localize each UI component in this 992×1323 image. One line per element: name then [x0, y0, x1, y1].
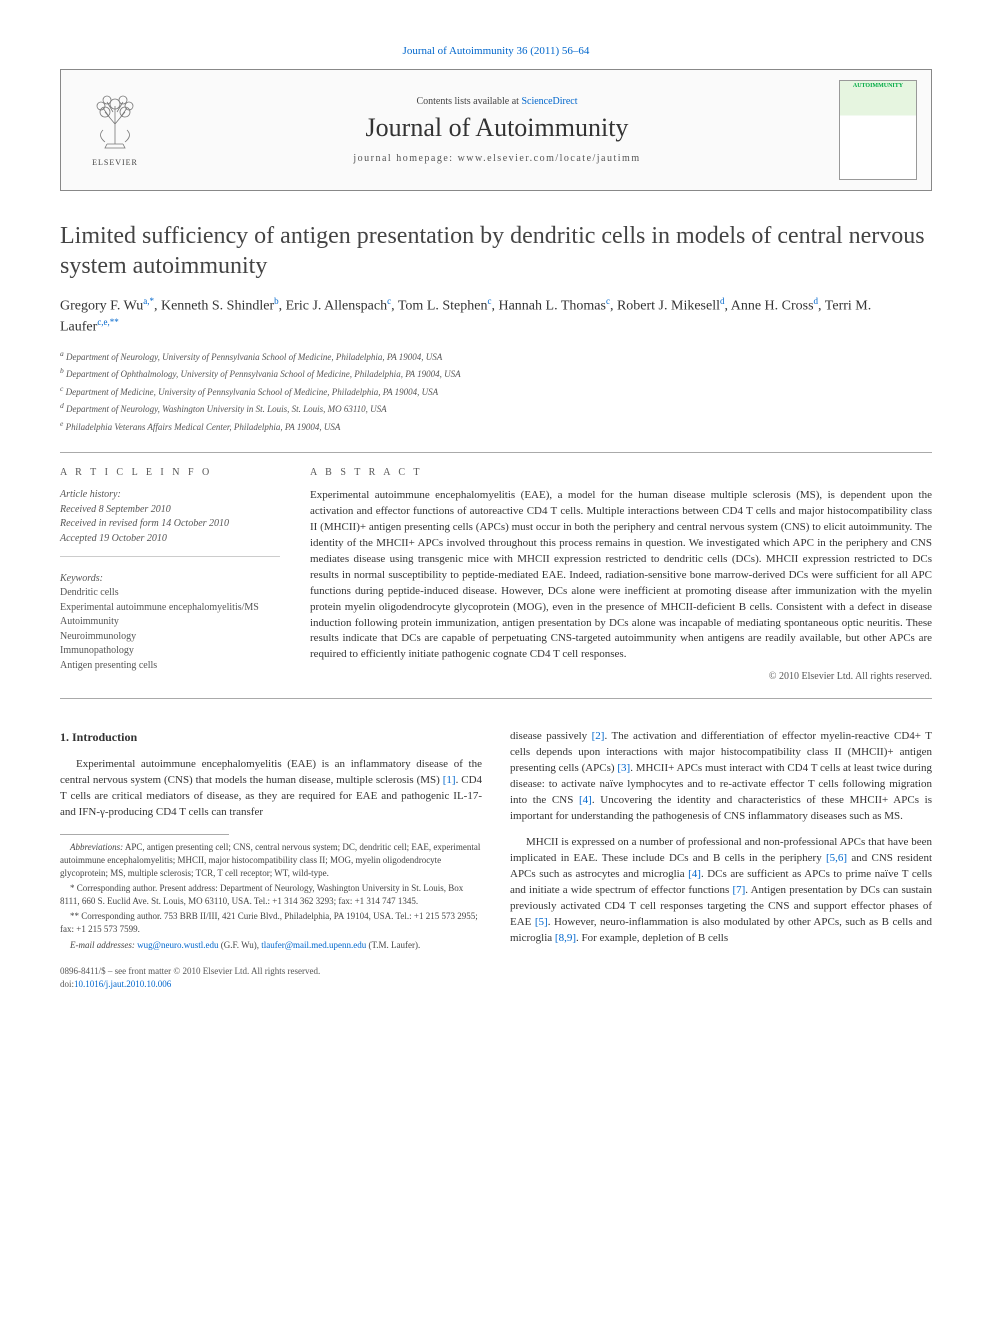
email-link[interactable]: tlaufer@mail.med.upenn.edu: [261, 940, 366, 950]
keyword: Antigen presenting cells: [60, 659, 280, 674]
journal-reference: Journal of Autoimmunity 36 (2011) 56–64: [60, 45, 932, 57]
author-name: Gregory F. Wu: [60, 299, 143, 314]
abbreviations-footnote: Abbreviations: APC, antigen presenting c…: [60, 841, 482, 879]
doi-link[interactable]: 10.1016/j.jaut.2010.10.006: [74, 979, 171, 989]
elsevier-label: ELSEVIER: [92, 158, 138, 167]
abstract-text: Experimental autoimmune encephalomyeliti…: [310, 488, 932, 663]
article-info-label: A R T I C L E I N F O: [60, 467, 280, 478]
info-abstract-section: A R T I C L E I N F O Article history: R…: [60, 452, 932, 699]
email-addresses: E-mail addresses: wug@neuro.wustl.edu (G…: [60, 939, 482, 952]
contents-available-line: Contents lists available at ScienceDirec…: [155, 96, 839, 107]
footer-meta: 0896-8411/$ – see front matter © 2010 El…: [60, 965, 482, 990]
abstract-label: A B S T R A C T: [310, 467, 932, 478]
history-received: Received 8 September 2010: [60, 503, 280, 518]
affiliation-line: e Philadelphia Veterans Affairs Medical …: [60, 418, 932, 435]
body-column-left: 1. Introduction Experimental autoimmune …: [60, 729, 482, 990]
abstract-column: A B S T R A C T Experimental autoimmune …: [310, 467, 932, 682]
citation-link[interactable]: [1]: [443, 774, 456, 786]
article-title: Limited sufficiency of antigen presentat…: [60, 221, 932, 281]
abstract-copyright: © 2010 Elsevier Ltd. All rights reserved…: [310, 671, 932, 682]
citation-link[interactable]: [5,6]: [826, 852, 847, 864]
homepage-url: www.elsevier.com/locate/jautimm: [458, 153, 641, 164]
author-name: , Anne H. Cross: [724, 299, 813, 314]
corresponding-author-1: * Corresponding author. Present address:…: [60, 882, 482, 907]
homepage-prefix: journal homepage:: [353, 153, 457, 164]
email-link[interactable]: wug@neuro.wustl.edu: [137, 940, 218, 950]
footnotes-block: Abbreviations: APC, antigen presenting c…: [60, 841, 482, 951]
body-text: disease passively: [510, 730, 592, 742]
author-name: , Hannah L. Thomas: [491, 299, 605, 314]
elsevier-tree-icon: [85, 94, 145, 156]
affiliation-line: b Department of Ophthalmology, Universit…: [60, 365, 932, 382]
affil-link[interactable]: a,*: [143, 296, 154, 306]
author-name: , Kenneth S. Shindler: [154, 299, 274, 314]
author-affil-sup: a,*: [143, 296, 154, 306]
keyword: Experimental autoimmune encephalomyeliti…: [60, 601, 280, 616]
header-center: Contents lists available at ScienceDirec…: [155, 96, 839, 164]
journal-homepage-line: journal homepage: www.elsevier.com/locat…: [155, 153, 839, 164]
journal-name: Journal of Autoimmunity: [155, 113, 839, 143]
contents-prefix: Contents lists available at: [416, 96, 521, 107]
author-name: , Robert J. Mikesell: [610, 299, 720, 314]
journal-cover-thumbnail: AUTOIMMUNITY: [839, 80, 917, 180]
keyword: Dendritic cells: [60, 586, 280, 601]
keyword: Neuroimmunology: [60, 630, 280, 645]
authors-list: Gregory F. Wua,*, Kenneth S. Shindlerb, …: [60, 295, 932, 338]
issn-line: 0896-8411/$ – see front matter © 2010 El…: [60, 965, 482, 978]
article-history: Article history: Received 8 September 20…: [60, 488, 280, 557]
author-name: , Eric J. Allenspach: [279, 299, 387, 314]
corresponding-author-2: ** Corresponding author. 753 BRB II/III,…: [60, 910, 482, 935]
intro-paragraph: disease passively [2]. The activation an…: [510, 729, 932, 825]
citation-link[interactable]: [2]: [592, 730, 605, 742]
affiliation-line: c Department of Medicine, University of …: [60, 383, 932, 400]
citation-link[interactable]: [7]: [732, 884, 745, 896]
body-text: Experimental autoimmune encephalomyeliti…: [60, 758, 482, 786]
history-revised: Received in revised form 14 October 2010: [60, 517, 280, 532]
keywords-title: Keywords:: [60, 573, 280, 584]
keywords-list: Dendritic cells Experimental autoimmune …: [60, 586, 280, 673]
citation-link[interactable]: [3]: [617, 762, 630, 774]
author-affil-sup: c,e,**: [97, 317, 119, 327]
affiliation-line: a Department of Neurology, University of…: [60, 348, 932, 365]
journal-ref-link[interactable]: Journal of Autoimmunity 36 (2011) 56–64: [403, 45, 590, 57]
intro-heading: 1. Introduction: [60, 729, 482, 746]
citation-link[interactable]: [4]: [579, 794, 592, 806]
article-info-column: A R T I C L E I N F O Article history: R…: [60, 467, 280, 682]
journal-header-box: ELSEVIER Contents lists available at Sci…: [60, 69, 932, 191]
affiliations-block: a Department of Neurology, University of…: [60, 348, 932, 435]
keyword: Autoimmunity: [60, 615, 280, 630]
body-column-right: disease passively [2]. The activation an…: [510, 729, 932, 990]
doi-line: doi:10.1016/j.jaut.2010.10.006: [60, 978, 482, 991]
citation-link[interactable]: [5]: [535, 916, 548, 928]
intro-paragraph: Experimental autoimmune encephalomyeliti…: [60, 757, 482, 821]
history-accepted: Accepted 19 October 2010: [60, 532, 280, 547]
history-title: Article history:: [60, 488, 280, 503]
citation-link[interactable]: [8,9]: [555, 932, 576, 944]
author-name: , Tom L. Stephen: [391, 299, 487, 314]
keyword: Immunopathology: [60, 644, 280, 659]
cover-label: AUTOIMMUNITY: [842, 83, 914, 89]
affiliation-line: d Department of Neurology, Washington Un…: [60, 400, 932, 417]
sciencedirect-link[interactable]: ScienceDirect: [521, 96, 577, 107]
affil-link[interactable]: c,e,**: [97, 317, 119, 327]
footnote-divider: [60, 834, 229, 835]
citation-link[interactable]: [4]: [688, 868, 701, 880]
elsevier-logo: ELSEVIER: [75, 90, 155, 170]
body-columns: 1. Introduction Experimental autoimmune …: [60, 729, 932, 990]
intro-paragraph: MHCII is expressed on a number of profes…: [510, 835, 932, 947]
body-text: . For example, depletion of B cells: [576, 932, 728, 944]
